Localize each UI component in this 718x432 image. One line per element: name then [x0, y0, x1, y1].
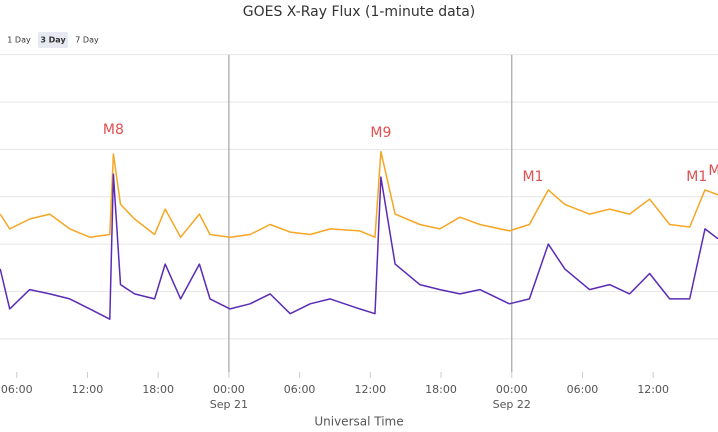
x-tick-label: 18:00	[425, 383, 457, 396]
x-tick-label: 06:00	[1, 383, 33, 396]
chart-title: GOES X-Ray Flux (1-minute data)	[243, 4, 476, 20]
range-button[interactable]: 1 Day	[7, 36, 31, 45]
date-label: Sep 22	[493, 398, 531, 411]
x-tick-label: 00:00	[213, 383, 245, 396]
x-tick-label: 18:00	[142, 383, 174, 396]
x-tick-label: 12:00	[72, 383, 104, 396]
flare-annotation: M	[708, 163, 718, 179]
flare-annotation: M8	[103, 122, 124, 138]
range-button-bg[interactable]	[38, 32, 68, 48]
x-axis-label: Universal Time	[314, 415, 403, 429]
flare-annotation: M1	[522, 169, 543, 185]
x-tick-label: 00:00	[496, 383, 528, 396]
x-tick-label: 06:00	[284, 383, 316, 396]
x-tick-label: 12:00	[354, 383, 386, 396]
date-label: Sep 21	[210, 398, 248, 411]
range-button[interactable]: 3 Day	[40, 36, 66, 45]
x-tick-label: 06:00	[567, 383, 599, 396]
series-line	[0, 173, 718, 320]
flare-annotation: M9	[370, 125, 391, 141]
series-line	[0, 150, 718, 238]
x-tick-label: 12:00	[637, 383, 669, 396]
range-button[interactable]: 7 Day	[75, 36, 99, 45]
flare-annotation: M1	[686, 169, 707, 185]
